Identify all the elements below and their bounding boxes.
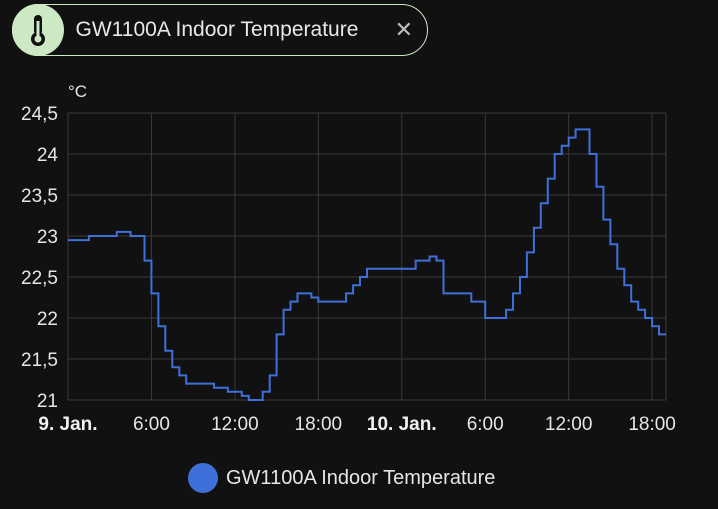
x-tick-label: 9. Jan. <box>38 414 97 435</box>
y-tick-label: 24 <box>37 145 59 166</box>
legend-item[interactable]: GW1100A Indoor Temperature <box>188 463 495 493</box>
chart-grid <box>67 112 667 401</box>
x-tick-label: 12:00 <box>211 414 259 435</box>
y-tick-label: 21,5 <box>21 350 58 371</box>
y-axis-ticks: 21 21,5 22 22,5 23 23,5 24 24,5 <box>21 104 58 412</box>
series-line-gw1100a-indoor-temperature <box>68 128 666 401</box>
entity-chip[interactable]: GW1100A Indoor Temperature ✕ <box>11 4 428 56</box>
thermometer-icon-shape <box>30 15 45 46</box>
y-tick-label: 23 <box>37 227 58 248</box>
x-tick-label: 6:00 <box>467 414 504 435</box>
close-icon[interactable]: ✕ <box>394 17 413 42</box>
y-tick-label: 21 <box>37 391 58 412</box>
chip-label: GW1100A Indoor Temperature <box>75 18 359 41</box>
x-tick-label: 6:00 <box>133 414 170 435</box>
legend-swatch <box>188 463 218 493</box>
x-tick-label: 12:00 <box>545 414 593 435</box>
legend-label: GW1100A Indoor Temperature <box>226 466 496 489</box>
y-tick-label: 24,5 <box>21 104 58 125</box>
temperature-chart: °C 21 21,5 22 22,5 23 23,5 24 24,5 9. Jan. 6:00 1… <box>21 82 676 435</box>
thermometer-icon <box>11 4 64 56</box>
x-tick-label: 10. Jan. <box>367 414 437 435</box>
x-tick-label: 18:00 <box>628 414 676 435</box>
y-tick-label: 22,5 <box>21 268 58 289</box>
x-axis-ticks: 9. Jan. 6:00 12:00 18:00 10. Jan. 6:00 12:00 18… <box>38 414 675 435</box>
x-tick-label: 18:00 <box>295 414 343 435</box>
y-tick-label: 23,5 <box>21 186 58 207</box>
y-tick-label: 22 <box>37 309 58 330</box>
y-axis-unit: °C <box>68 82 87 101</box>
